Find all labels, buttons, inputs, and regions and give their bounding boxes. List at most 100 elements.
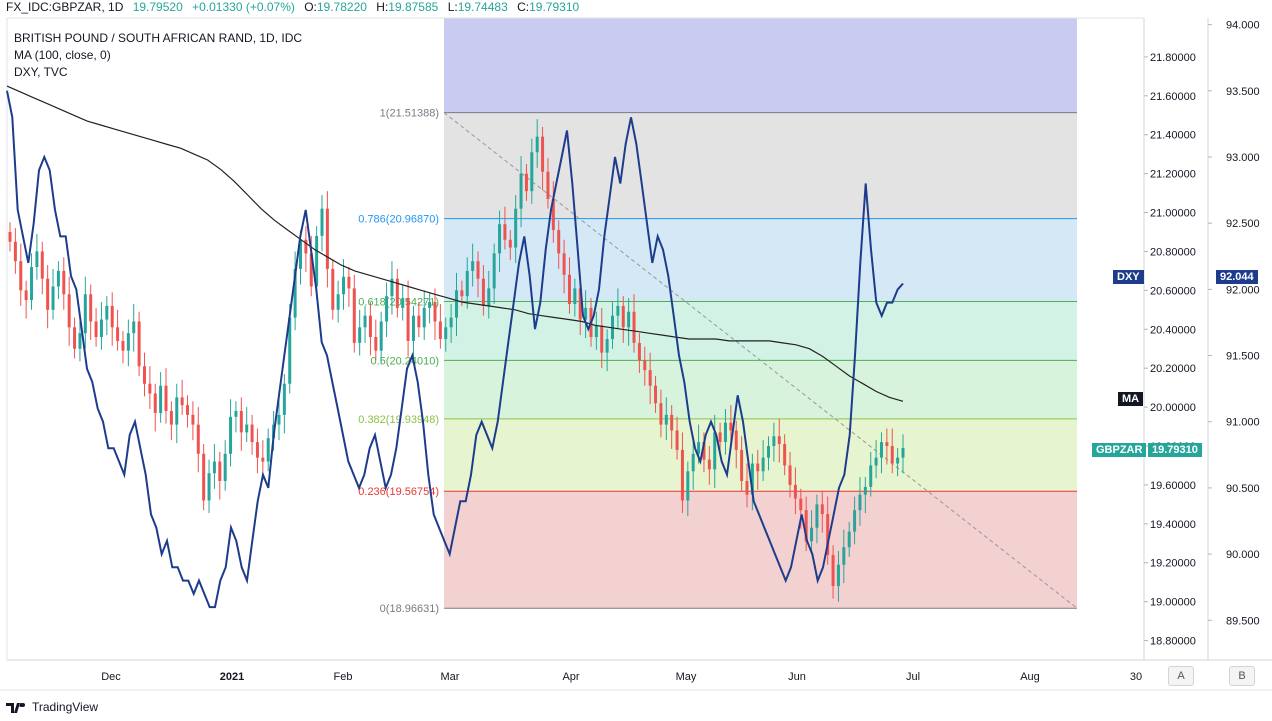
candle-body-38	[212, 461, 216, 474]
candle-body-78	[428, 302, 432, 308]
candle-body-29	[164, 385, 168, 411]
candle-body-92	[503, 224, 507, 240]
candle-body-102	[557, 230, 561, 254]
candle-body-91	[498, 224, 502, 254]
candle-body-121	[659, 403, 663, 425]
y-right-tick-7: 90.500	[1226, 483, 1260, 495]
candle-body-134	[729, 422, 733, 431]
candle-body-100	[546, 171, 550, 199]
y-left-tick-13: 19.20000	[1150, 558, 1196, 570]
candle-body-23	[132, 321, 136, 334]
y-left-tick-4: 21.00000	[1150, 208, 1196, 220]
candle-body-88	[481, 278, 485, 306]
candle-body-25	[142, 366, 146, 384]
candle-body-93	[508, 239, 512, 248]
candle-body-18	[105, 305, 109, 320]
candle-body-31	[175, 397, 179, 425]
candle-body-57	[315, 235, 319, 287]
low-value: 19.74483	[457, 0, 508, 14]
fib-trend-line	[443, 112, 1078, 609]
y-right-tick-3: 92.500	[1226, 218, 1260, 230]
gbpzar-price-tag: 19.79310	[1148, 443, 1202, 457]
candle-body-82	[449, 317, 453, 328]
candle-body-99	[541, 136, 545, 172]
candle-body-97	[530, 152, 534, 192]
x-tick-6: Jun	[788, 671, 806, 683]
symbol-title[interactable]: FX_IDC:GBPZAR, 1D	[6, 0, 124, 14]
y-right-tick-5: 91.500	[1226, 351, 1260, 363]
candle-body-127	[691, 453, 695, 472]
candle-body-3	[24, 290, 28, 301]
fib-zone-2	[444, 301, 1077, 361]
candle-body-1	[13, 241, 17, 262]
candle-body-5	[35, 251, 39, 268]
y-left-tick-11: 19.60000	[1150, 480, 1196, 492]
candle-body-41	[229, 416, 233, 454]
candle-body-75	[411, 315, 415, 341]
dxy-name-tag: DXY	[1113, 270, 1144, 284]
candle-body-46	[255, 442, 259, 458]
candle-body-83	[455, 290, 458, 318]
candle-body-63	[347, 276, 351, 289]
candle-body-152	[826, 514, 830, 555]
fib-level-label-6: 0(18.96631)	[380, 603, 439, 615]
dxy-price-tag: 92.044	[1216, 270, 1258, 284]
candle-body-144	[783, 444, 787, 466]
candle-body-16	[94, 321, 98, 338]
candle-body-73	[401, 298, 405, 308]
candle-body-2	[19, 261, 23, 291]
candle-body-126	[686, 471, 690, 501]
legend-main-series[interactable]: BRITISH POUND / SOUTH AFRICAN RAND, 1D, …	[14, 31, 303, 45]
dxy-line	[6, 90, 904, 609]
candle-body-150	[815, 504, 819, 528]
candle-body-60	[331, 268, 335, 310]
candle-body-113	[616, 305, 620, 316]
candle-body-30	[169, 410, 173, 425]
candle-body-8	[51, 286, 55, 310]
y-left-tick-15: 18.80000	[1150, 636, 1196, 648]
candle-body-163	[885, 442, 889, 446]
candle-body-37	[207, 473, 211, 501]
candle-body-50	[277, 414, 281, 425]
candle-body-59	[325, 208, 329, 269]
candle-body-141	[767, 446, 771, 458]
x-tick-4: Apr	[562, 671, 579, 683]
legend-dxy-compare[interactable]: DXY, TVC	[14, 65, 68, 79]
candle-body-156	[847, 531, 851, 548]
candle-body-123	[670, 414, 674, 431]
candle-body-85	[465, 270, 469, 297]
candle-body-87	[476, 261, 480, 279]
candle-body-33	[186, 405, 190, 415]
candle-body-19	[110, 305, 114, 328]
candle-body-104	[567, 274, 571, 304]
candle-body-159	[863, 486, 867, 495]
candle-body-124	[675, 430, 679, 450]
legend-ma-study[interactable]: MA (100, close, 0)	[14, 48, 111, 62]
candle-body-0	[8, 232, 12, 242]
candle-body-45	[250, 424, 254, 443]
candle-body-17	[99, 319, 103, 338]
high-value: 19.87585	[388, 0, 439, 14]
candle-body-98	[535, 136, 539, 153]
candle-body-157	[853, 510, 857, 532]
candle-body-6	[40, 251, 44, 279]
candle-body-125	[680, 449, 684, 501]
last-price: 19.79520	[132, 0, 183, 14]
y-left-tick-9: 20.00000	[1150, 402, 1196, 414]
candle-body-151	[820, 504, 824, 515]
candle-body-54	[298, 239, 302, 269]
candle-body-48	[266, 438, 270, 462]
y-right-tick-6: 91.000	[1226, 417, 1260, 429]
candle-body-69	[379, 321, 383, 351]
tradingview-brand[interactable]: TradingView	[6, 700, 98, 714]
x-tick-5: May	[676, 671, 697, 683]
tradingview-logo-icon	[6, 703, 25, 713]
y-left-tick-2: 21.40000	[1150, 130, 1196, 142]
candle-body-128	[697, 442, 701, 454]
log-scale-button[interactable]: B	[1229, 666, 1255, 686]
x-tick-1: 2021	[220, 671, 244, 683]
candle-body-47	[261, 457, 265, 462]
candle-body-111	[605, 339, 609, 353]
auto-scale-button[interactable]: A	[1168, 666, 1194, 686]
